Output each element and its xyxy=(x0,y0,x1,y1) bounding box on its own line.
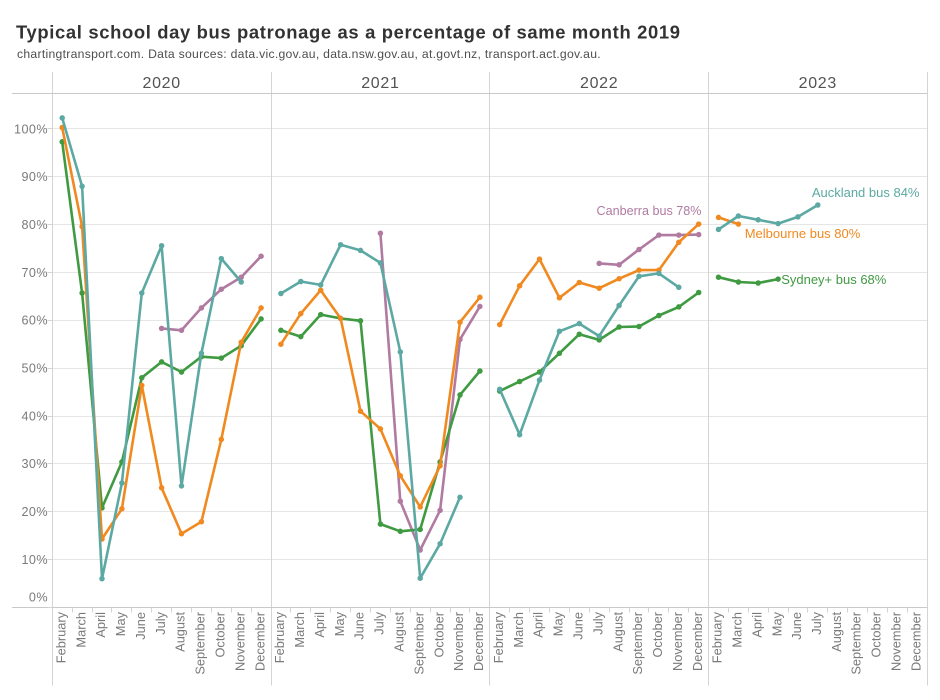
svg-text:90%: 90% xyxy=(21,170,48,184)
svg-text:December: December xyxy=(471,611,486,671)
svg-text:November: November xyxy=(232,611,247,671)
svg-text:50%: 50% xyxy=(21,362,48,376)
svg-text:Typical school day bus patrona: Typical school day bus patronage as a pe… xyxy=(16,22,681,43)
svg-text:Auckland bus 84%: Auckland bus 84% xyxy=(812,185,920,200)
svg-text:June: June xyxy=(133,612,148,640)
svg-text:20%: 20% xyxy=(21,505,48,519)
svg-text:August: August xyxy=(392,612,407,652)
svg-text:60%: 60% xyxy=(21,314,48,328)
svg-text:July: July xyxy=(372,611,387,634)
svg-text:June: June xyxy=(789,612,804,640)
svg-text:80%: 80% xyxy=(21,218,48,232)
svg-text:June: June xyxy=(352,612,367,640)
svg-text:April: April xyxy=(93,612,108,638)
svg-text:November: November xyxy=(888,611,903,671)
svg-text:October: October xyxy=(869,611,884,657)
svg-text:October: October xyxy=(213,611,228,657)
svg-text:Melbourne bus 80%: Melbourne bus 80% xyxy=(745,226,861,241)
svg-text:July: July xyxy=(809,611,824,634)
svg-text:October: October xyxy=(431,611,446,657)
svg-text:February: February xyxy=(491,611,506,663)
svg-text:August: August xyxy=(610,612,625,652)
svg-text:30%: 30% xyxy=(21,457,48,471)
svg-text:September: September xyxy=(193,611,208,674)
svg-text:40%: 40% xyxy=(21,409,48,423)
svg-text:June: June xyxy=(571,612,586,640)
svg-text:February: February xyxy=(710,611,725,663)
svg-text:April: April xyxy=(749,612,764,638)
svg-text:May: May xyxy=(113,611,128,636)
svg-text:September: September xyxy=(849,611,864,674)
svg-text:December: December xyxy=(690,611,705,671)
svg-text:July: July xyxy=(153,611,168,634)
svg-text:February: February xyxy=(272,611,287,663)
svg-text:May: May xyxy=(769,611,784,636)
svg-text:0%: 0% xyxy=(29,591,48,605)
svg-text:September: September xyxy=(411,611,426,674)
svg-text:February: February xyxy=(53,611,68,663)
svg-text:July: July xyxy=(590,611,605,634)
svg-text:December: December xyxy=(908,611,923,671)
svg-text:100%: 100% xyxy=(14,122,48,136)
svg-text:2023: 2023 xyxy=(799,75,837,92)
svg-text:December: December xyxy=(252,611,267,671)
svg-text:2021: 2021 xyxy=(361,75,399,92)
svg-text:November: November xyxy=(670,611,685,671)
svg-text:Sydney+ bus 68%: Sydney+ bus 68% xyxy=(781,272,887,287)
svg-text:September: September xyxy=(630,611,645,674)
svg-text:April: April xyxy=(531,612,546,638)
svg-text:2022: 2022 xyxy=(580,75,618,92)
svg-text:10%: 10% xyxy=(21,553,48,567)
svg-text:April: April xyxy=(312,612,327,638)
svg-text:2020: 2020 xyxy=(142,75,180,92)
svg-text:March: March xyxy=(73,612,88,648)
svg-text:March: March xyxy=(730,612,745,648)
svg-text:May: May xyxy=(332,611,347,636)
svg-text:March: March xyxy=(292,612,307,648)
svg-text:Canberra bus 78%: Canberra bus 78% xyxy=(596,204,701,218)
svg-text:October: October xyxy=(650,611,665,657)
svg-text:August: August xyxy=(829,612,844,652)
svg-text:November: November xyxy=(451,611,466,671)
svg-text:chartingtransport.com. Data so: chartingtransport.com. Data sources: dat… xyxy=(17,47,601,61)
svg-text:August: August xyxy=(173,612,188,652)
svg-text:70%: 70% xyxy=(21,266,48,280)
svg-text:May: May xyxy=(551,611,566,636)
svg-text:March: March xyxy=(511,612,526,648)
